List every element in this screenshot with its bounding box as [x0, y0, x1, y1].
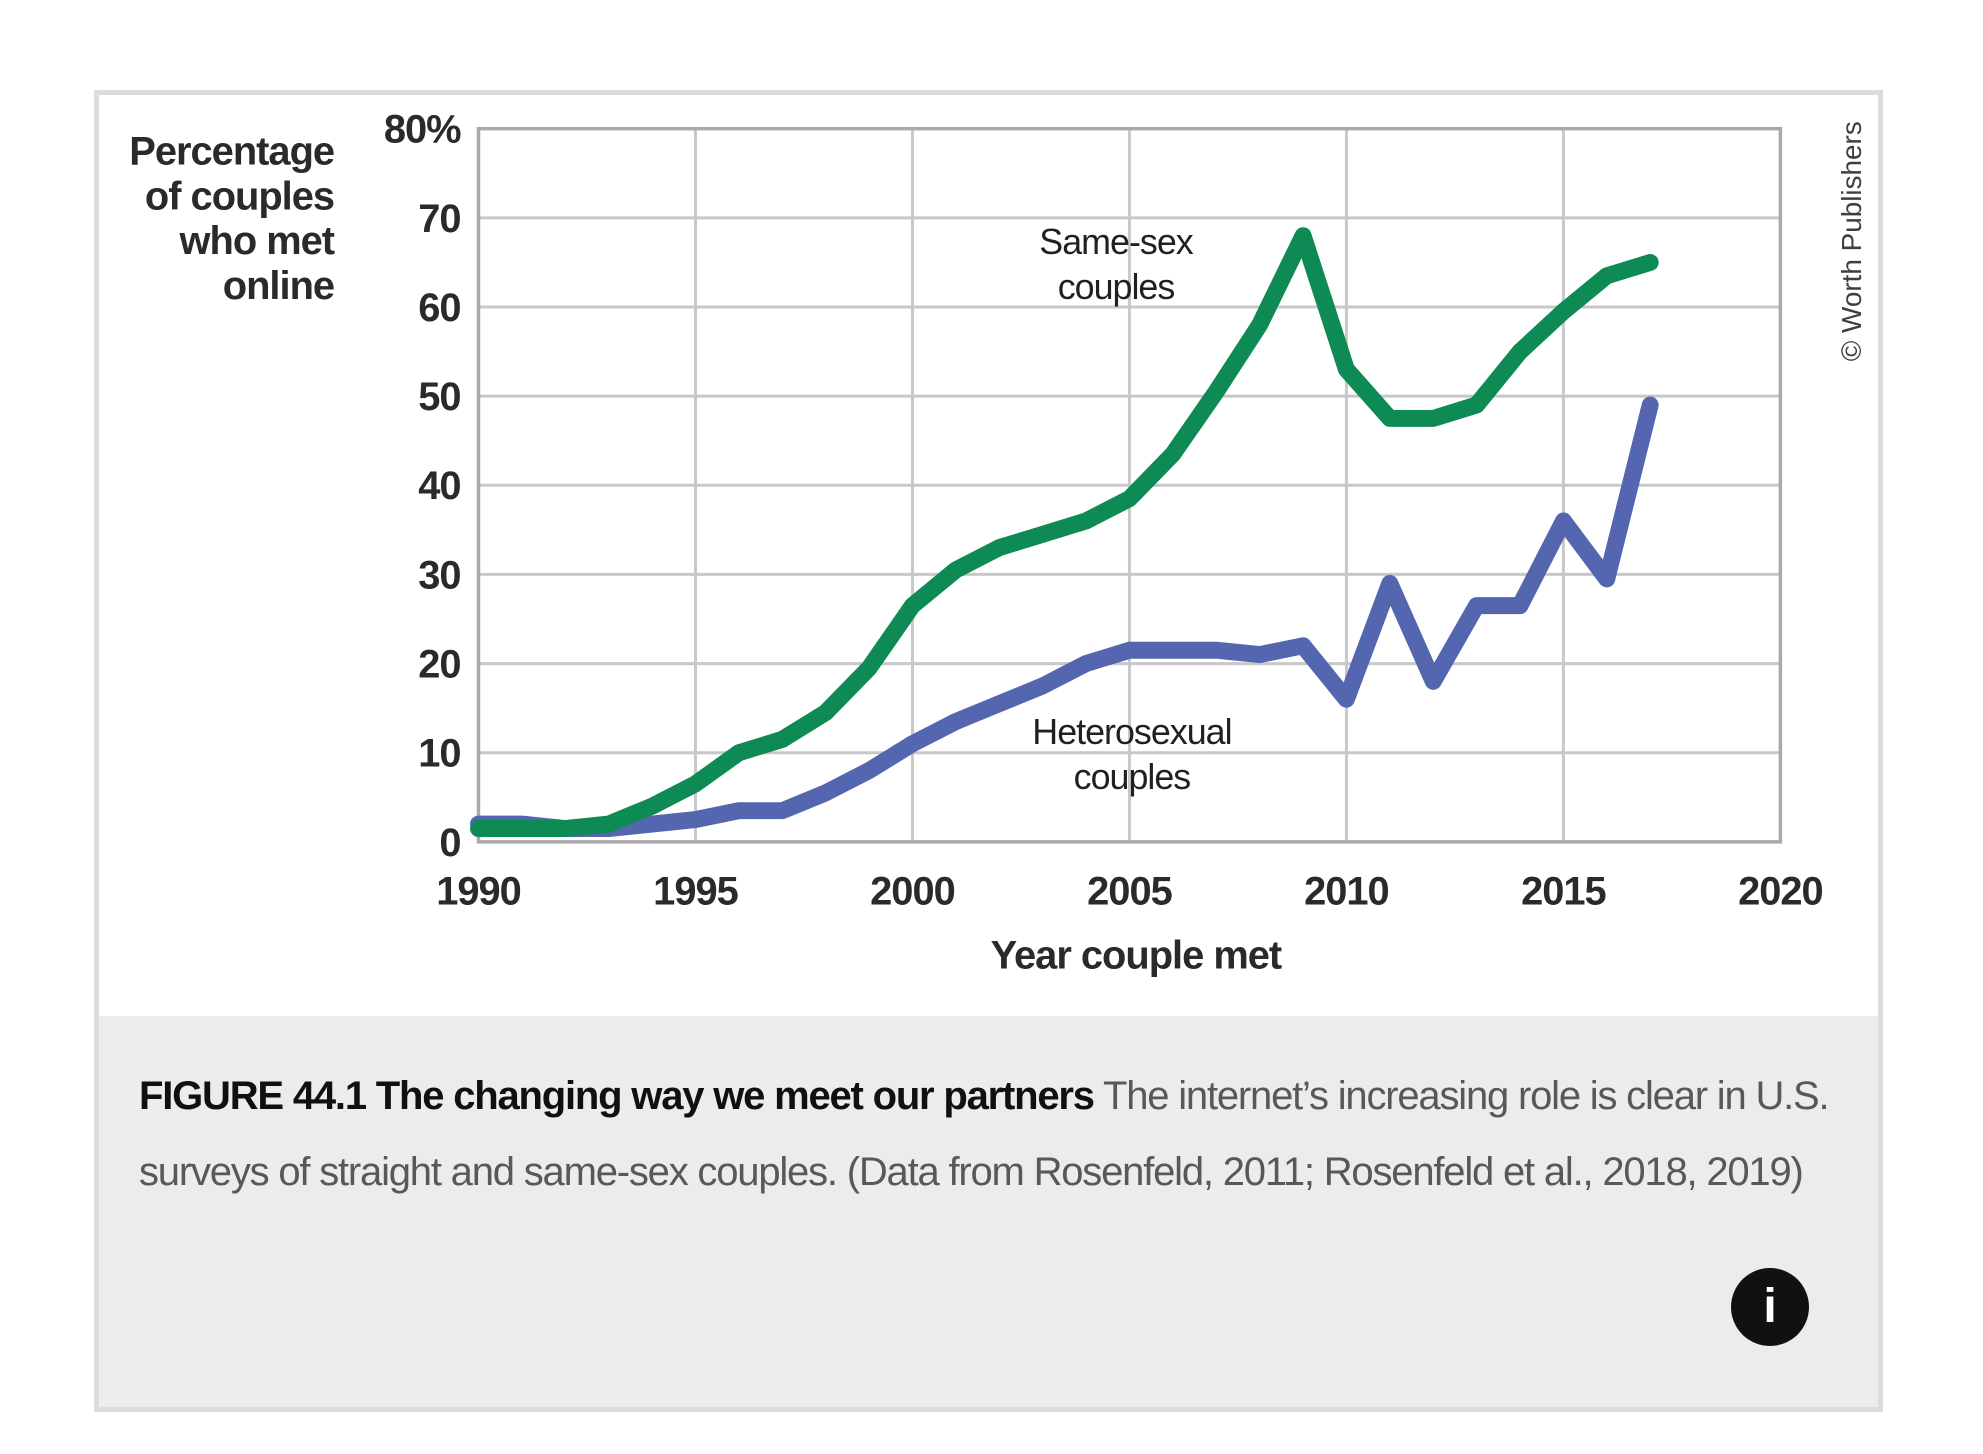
- series-line-heterosexual-couples: [470, 396, 1659, 837]
- figure-container: 80% 70 60 50 40 30 20 10 0 1990 1995 2000 2005 2010 20…: [94, 90, 1883, 1412]
- copyright-credit: © Worth Publishers: [1836, 121, 1867, 361]
- series-label-line: Same-sex: [1039, 222, 1193, 262]
- info-icon: i: [1763, 1280, 1777, 1333]
- y-tick-label: 10: [418, 732, 460, 776]
- y-tick-label: 60: [418, 286, 460, 330]
- x-tick-label: 2000: [870, 870, 955, 914]
- series-label-line: couples: [1074, 757, 1191, 797]
- y-tick-label: 30: [418, 553, 460, 597]
- series-line-same-sex-couples: [470, 227, 1659, 837]
- caption-body: The internet’s increasing role is clear …: [139, 1074, 1830, 1194]
- y-tick-label: 50: [418, 375, 460, 419]
- y-axis-title-line: online: [223, 264, 334, 308]
- data-series: [470, 227, 1659, 837]
- chart-area: 80% 70 60 50 40 30 20 10 0 1990 1995 2000 2005 2010 20…: [99, 95, 1878, 1016]
- x-axis-title: Year couple met: [991, 933, 1282, 977]
- x-tick-label: 1995: [653, 870, 738, 914]
- x-tick-label: 2020: [1738, 870, 1823, 914]
- y-axis-title-line: Percentage: [129, 130, 334, 174]
- x-tick-label: 1990: [436, 870, 521, 914]
- series-label-heterosexual: Heterosexual couples: [1032, 712, 1232, 797]
- series-label-line: Heterosexual: [1032, 712, 1231, 752]
- y-tick-label: 20: [418, 643, 460, 687]
- series-label-same-sex: Same-sex couples: [1039, 222, 1194, 307]
- y-tick-label: 80%: [384, 108, 461, 152]
- y-tick-label: 70: [418, 197, 460, 241]
- y-axis-title-line: who met: [179, 219, 335, 263]
- x-tick-label: 2015: [1521, 870, 1606, 914]
- caption-panel: FIGURE 44.1 The changing way we meet our…: [99, 1016, 1878, 1407]
- x-tick-label: 2005: [1087, 870, 1172, 914]
- y-axis-title-line: of couples: [145, 174, 334, 218]
- y-tick-label: 0: [439, 821, 460, 865]
- y-tick-label: 40: [418, 464, 460, 508]
- gridlines: [476, 126, 1783, 844]
- figure-caption: FIGURE 44.1 The changing way we meet our…: [99, 1016, 1878, 1210]
- y-axis-title: Percentage of couples who met online: [129, 130, 336, 308]
- caption-title: FIGURE 44.1 The changing way we meet our…: [139, 1074, 1095, 1118]
- x-tick-label: 2010: [1304, 870, 1389, 914]
- info-button[interactable]: i: [1731, 1268, 1809, 1346]
- series-label-line: couples: [1058, 267, 1175, 307]
